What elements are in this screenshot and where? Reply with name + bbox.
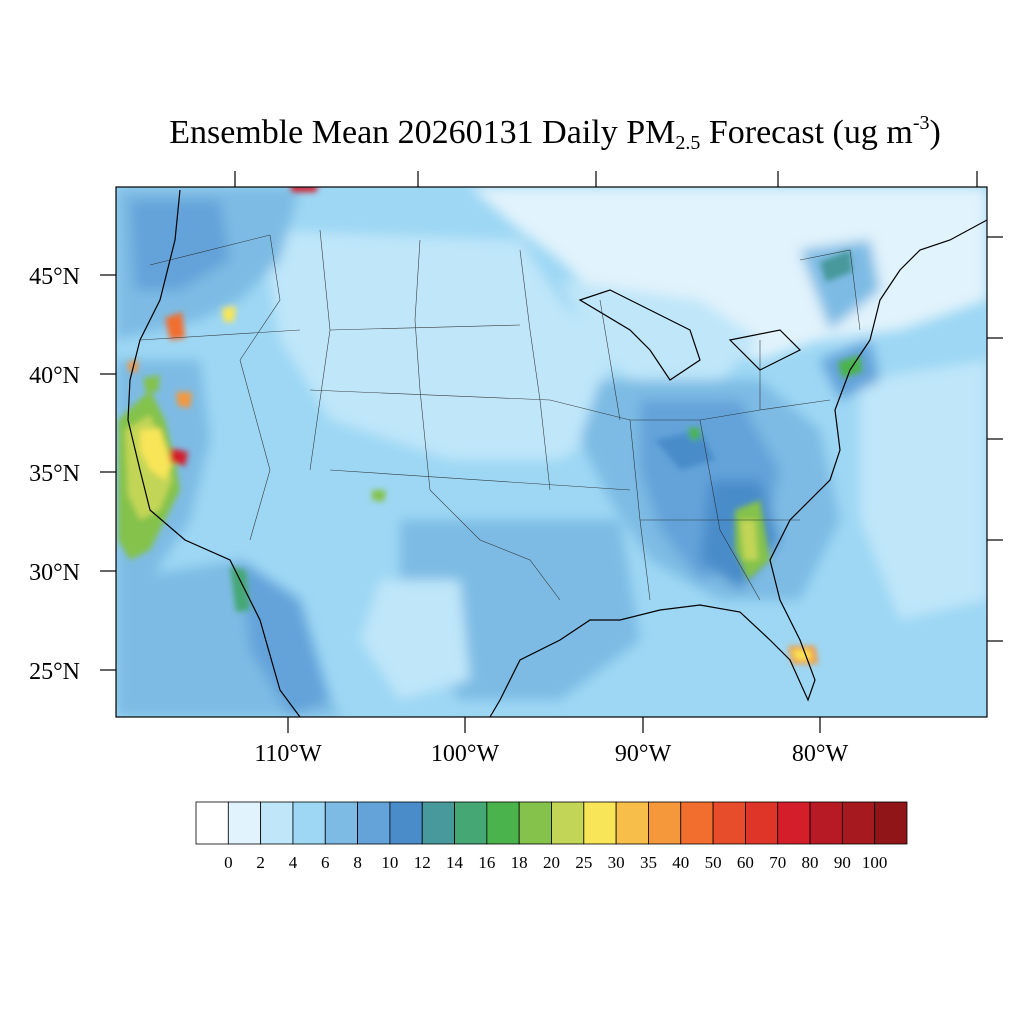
state-boundaries	[139, 229, 861, 601]
colorbar-label: 100	[862, 853, 888, 872]
colorbar-label: 90	[834, 853, 851, 872]
colorbar-labels: 0 2 4 6 8 10 12 14 16 18 20 25 30 35 40 50 60 70 80 90 100	[224, 853, 887, 872]
colorbar-swatch	[421, 801, 455, 845]
colorbar-label: 2	[256, 853, 265, 872]
colorbar-label: 30	[608, 853, 625, 872]
colorbar-swatch	[357, 801, 391, 845]
coastlines	[127, 189, 987, 717]
colorbar-swatch	[680, 801, 714, 845]
colorbar-swatch	[809, 801, 843, 845]
colorbar-swatch	[551, 801, 585, 845]
colorbar-label: 18	[511, 853, 528, 872]
plot-frame	[115, 186, 988, 718]
lat-label-35: 35°N	[29, 461, 80, 487]
colorbar-swatch	[486, 801, 520, 845]
colorbar-label: 50	[705, 853, 722, 872]
lat-label-45: 45°N	[29, 264, 80, 290]
colorbar-swatch	[260, 801, 294, 845]
colorbar-label: 20	[543, 853, 560, 872]
colorbar	[195, 801, 908, 845]
colorbar-swatch	[292, 801, 326, 845]
lon-label-100: 100°W	[431, 741, 500, 767]
colorbar-label: 80	[802, 853, 819, 872]
title-superscript: -3	[912, 112, 930, 134]
colorbar-swatch	[227, 801, 262, 845]
colorbar-label: 6	[321, 853, 330, 872]
colorbar-swatch	[583, 801, 617, 845]
colorbar-swatch	[389, 801, 423, 845]
colorbar-label: 60	[737, 853, 754, 872]
left-ticks	[100, 274, 116, 671]
colorbar-label: 40	[672, 853, 689, 872]
top-ticks	[234, 171, 978, 187]
title-close-paren: )	[929, 114, 941, 151]
colorbar-swatch	[712, 801, 746, 845]
colorbar-label: 12	[414, 853, 431, 872]
colorbar-swatch	[745, 801, 779, 845]
colorbar-swatch	[841, 801, 876, 845]
lon-label-110: 110°W	[254, 741, 322, 767]
colorbar-swatch	[454, 801, 488, 845]
colorbar-label: 35	[640, 853, 657, 872]
bottom-ticks	[287, 717, 821, 733]
right-ticks	[987, 236, 1003, 642]
lat-label-25: 25°N	[29, 659, 80, 685]
colorbar-swatch	[648, 801, 682, 845]
map-title: Ensemble Mean 20260131 Daily PM2.5 Forec…	[0, 112, 1024, 155]
colorbar-label: 8	[353, 853, 362, 872]
colorbar-label: 14	[446, 853, 464, 872]
title-text: Ensemble Mean 20260131 Daily PM	[169, 114, 676, 151]
map-field	[116, 187, 987, 717]
colorbar-swatch	[615, 801, 649, 845]
colorbar-swatch	[518, 801, 552, 845]
lon-label-90: 90°W	[615, 741, 672, 767]
colorbar-swatch	[874, 801, 908, 845]
colorbar-label: 25	[575, 853, 592, 872]
lon-label-80: 80°W	[792, 741, 849, 767]
colorbar-label: 16	[478, 853, 495, 872]
colorbar-label: 10	[381, 853, 398, 872]
lat-label-40: 40°N	[29, 363, 80, 389]
colorbar-swatch	[777, 801, 811, 845]
colorbar-swatch	[195, 801, 229, 845]
lat-label-30: 30°N	[29, 560, 80, 586]
colorbar-label: 70	[769, 853, 786, 872]
title-subscript: 2.5	[675, 132, 701, 154]
title-units-text: Forecast (ug m	[700, 114, 913, 151]
colorbar-label: 0	[224, 853, 233, 872]
colorbar-label: 4	[289, 853, 298, 872]
colorbar-swatch	[324, 801, 358, 845]
